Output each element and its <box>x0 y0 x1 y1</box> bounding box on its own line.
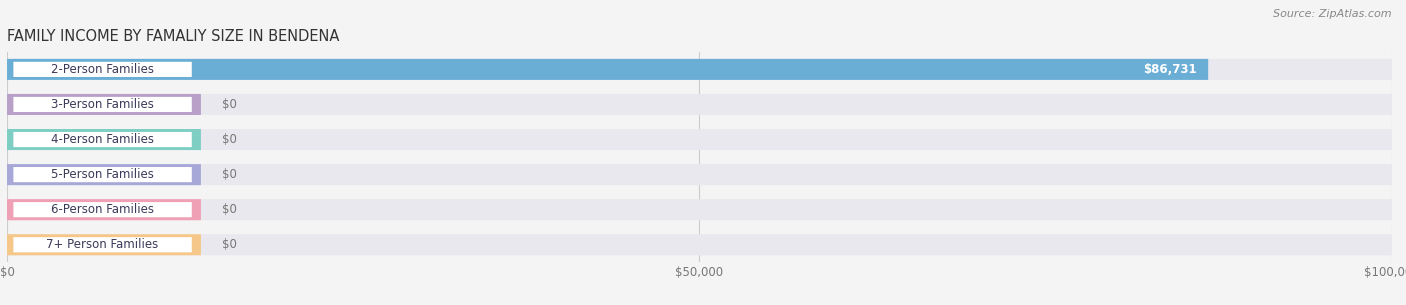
Text: 4-Person Families: 4-Person Families <box>51 133 155 146</box>
FancyBboxPatch shape <box>7 94 1392 115</box>
Text: $86,731: $86,731 <box>1143 63 1197 76</box>
FancyBboxPatch shape <box>13 236 193 253</box>
Text: Source: ZipAtlas.com: Source: ZipAtlas.com <box>1274 9 1392 19</box>
FancyBboxPatch shape <box>7 129 201 150</box>
FancyBboxPatch shape <box>7 129 1392 150</box>
FancyBboxPatch shape <box>7 59 1392 80</box>
FancyBboxPatch shape <box>13 61 193 78</box>
FancyBboxPatch shape <box>13 201 193 218</box>
Text: 3-Person Families: 3-Person Families <box>51 98 155 111</box>
FancyBboxPatch shape <box>13 96 193 113</box>
FancyBboxPatch shape <box>13 131 193 148</box>
Text: 7+ Person Families: 7+ Person Families <box>46 238 159 251</box>
FancyBboxPatch shape <box>7 59 1208 80</box>
Text: $0: $0 <box>222 98 236 111</box>
FancyBboxPatch shape <box>13 166 193 183</box>
Text: $0: $0 <box>222 168 236 181</box>
FancyBboxPatch shape <box>7 164 201 185</box>
Text: 6-Person Families: 6-Person Families <box>51 203 155 216</box>
Text: $0: $0 <box>222 203 236 216</box>
FancyBboxPatch shape <box>7 234 1392 255</box>
FancyBboxPatch shape <box>7 199 201 220</box>
FancyBboxPatch shape <box>7 94 201 115</box>
Text: $0: $0 <box>222 238 236 251</box>
FancyBboxPatch shape <box>7 199 1392 220</box>
FancyBboxPatch shape <box>7 234 201 255</box>
Text: FAMILY INCOME BY FAMALIY SIZE IN BENDENA: FAMILY INCOME BY FAMALIY SIZE IN BENDENA <box>7 29 339 44</box>
Text: 5-Person Families: 5-Person Families <box>51 168 155 181</box>
FancyBboxPatch shape <box>7 164 1392 185</box>
Text: 2-Person Families: 2-Person Families <box>51 63 155 76</box>
Text: $0: $0 <box>222 133 236 146</box>
